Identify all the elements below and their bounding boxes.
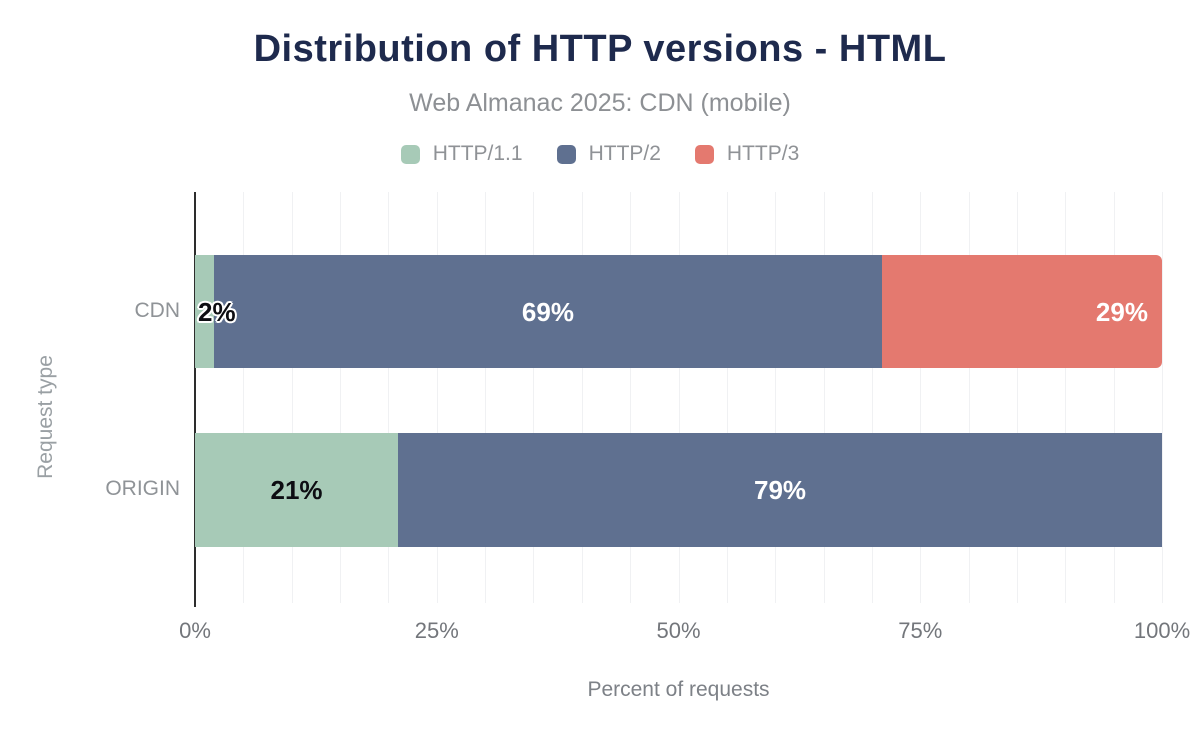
bar-origin: 21% 79% [195,433,1162,547]
x-tick-label: 50% [656,618,701,643]
gridline [823,192,825,603]
x-tick-label: 75% [898,618,943,643]
gridline [726,192,728,603]
legend-item-http-1-1[interactable]: HTTP/1.1 [400,142,523,166]
gridline [340,192,342,603]
bar-segment-origin-http-1-1[interactable]: 21% [195,433,399,547]
gridline [968,192,970,603]
category-label-origin: ORIGIN [105,477,180,500]
gridline [871,192,873,603]
data-label: 29% [1095,296,1148,327]
bar-segment-cdn-http-2[interactable]: 69% [214,255,882,368]
x-tick-label: 100% [1133,618,1191,643]
legend-swatch-icon [694,144,714,164]
gridline [485,192,487,603]
legend-label: HTTP/3 [726,142,800,165]
legend-label: HTTP/1.1 [432,142,523,165]
gridline [630,192,632,603]
gridline [1162,192,1163,603]
legend: HTTP/1.1 HTTP/2 HTTP/3 [0,142,1200,166]
gridline [291,192,293,603]
category-label-cdn: CDN [134,299,181,322]
x-axis-ticks: 0% 25% 50% 75% 100% [179,618,1190,646]
gridline [243,192,245,603]
data-label: 69% [521,296,574,327]
data-label: 2% [198,296,236,327]
bar-segment-cdn-http-1-1[interactable]: 2% [195,255,236,368]
x-tick-label: 25% [414,618,459,643]
gridline [533,192,535,603]
legend-label: HTTP/2 [588,142,661,165]
data-label: 79% [754,475,807,505]
bar-cdn: 2% 69% 29% [195,255,1162,368]
legend-item-http-2[interactable]: HTTP/2 [556,142,661,166]
legend-item-http-3[interactable]: HTTP/3 [694,142,800,166]
y-axis-title: Request type [34,355,57,479]
legend-swatch-icon [556,144,576,164]
gridline [1113,192,1115,603]
gridline [581,192,583,603]
data-label: 21% [270,475,323,505]
plot-area: 2% 69% 29% 21% 79% [194,192,1163,607]
legend-swatch-icon [400,144,420,164]
chart-title: Distribution of HTTP versions - HTML [253,28,947,70]
bar-segment-origin-http-2[interactable]: 79% [398,433,1162,547]
gridline [436,192,438,603]
y-axis-line [194,192,196,607]
gridline [1016,192,1018,603]
gridline [388,192,390,603]
chart-subtitle: Web Almanac 2025: CDN (mobile) [409,89,791,117]
gridline [1065,192,1067,603]
gridline [920,192,922,603]
bar-segment-cdn-http-3[interactable]: 29% [881,255,1162,368]
x-tick-label: 0% [179,618,211,643]
gridline [775,192,777,603]
x-axis-title: Percent of requests [587,678,770,701]
gridline [678,192,680,603]
